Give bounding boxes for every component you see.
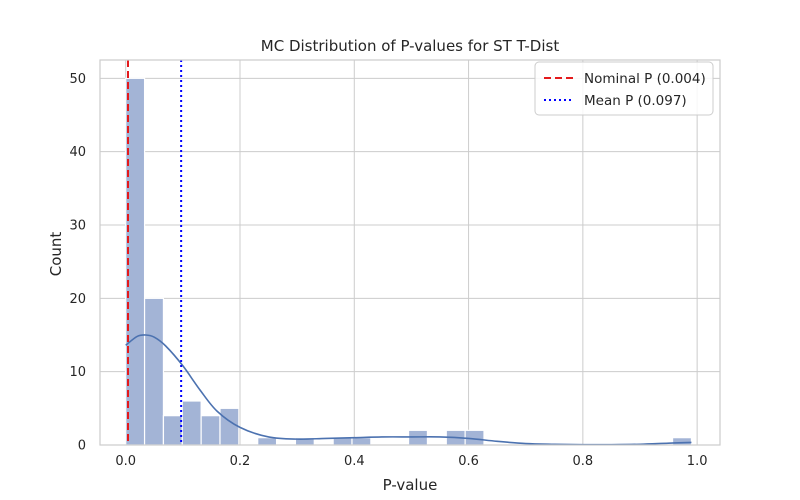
y-tick-label: 30 [69, 219, 86, 234]
y-tick-label: 20 [69, 292, 86, 307]
y-tick-label: 10 [69, 365, 86, 380]
y-tick-label: 40 [69, 145, 86, 160]
histogram-bar [351, 437, 372, 446]
histogram-bar [200, 415, 221, 446]
x-tick-label: 0.0 [115, 454, 136, 469]
histogram-bar [162, 415, 183, 446]
histogram-bar [671, 437, 693, 446]
legend: Nominal P (0.004) Mean P (0.097) [534, 61, 714, 116]
legend-box [534, 61, 714, 116]
reference-lines [127, 60, 183, 445]
histogram-bar [143, 297, 165, 446]
histogram-bars [125, 77, 693, 446]
y-axis-label: Count [47, 232, 65, 277]
grid [100, 60, 720, 446]
x-tick-label: 0.4 [344, 454, 365, 469]
histogram-bar [219, 407, 240, 446]
x-tick-label: 0.2 [230, 454, 251, 469]
x-tick-labels: 0.0 0.2 0.4 0.6 0.8 1.0 [115, 454, 707, 469]
x-axis-label: P-value [383, 476, 438, 494]
x-tick-label: 0.8 [573, 454, 594, 469]
y-tick-label: 50 [69, 72, 86, 87]
y-tick-label: 0 [78, 439, 86, 454]
legend-label-nominal: Nominal P (0.004) [584, 71, 706, 87]
plot-frame [99, 59, 721, 446]
y-tick-labels: 0 10 20 30 40 50 [69, 72, 86, 454]
x-tick-label: 0.6 [458, 454, 479, 469]
x-tick-label: 1.0 [687, 454, 708, 469]
legend-label-mean: Mean P (0.097) [584, 93, 687, 109]
chart-title: MC Distribution of P-values for ST T-Dis… [261, 37, 560, 55]
histogram-bar [181, 400, 202, 446]
histogram-bar [257, 437, 278, 446]
